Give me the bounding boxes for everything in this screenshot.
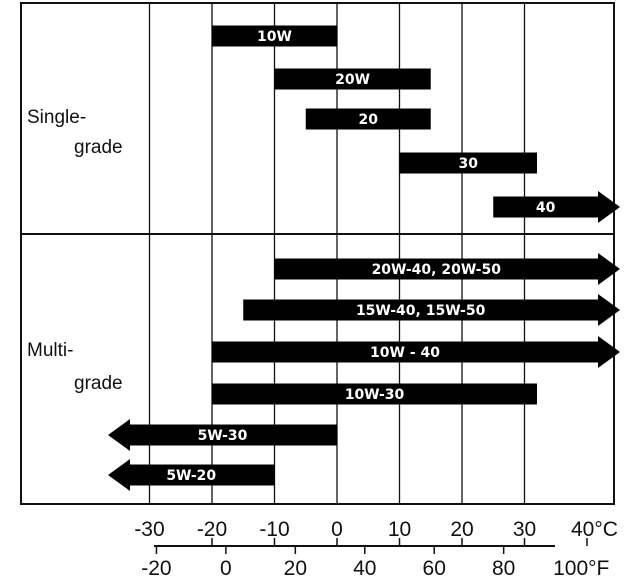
celsius-end-label: 40°C: [571, 518, 618, 541]
fahrenheit-tick-label: 20: [284, 557, 307, 580]
bar-20w-40-20w-50: [274, 253, 620, 285]
group-label-single-line1: Single-: [27, 107, 86, 128]
bar-10w-40: [212, 336, 620, 368]
celsius-tick-label: 0: [331, 518, 343, 541]
bar-40: [493, 191, 620, 223]
bar-label: 15W-40, 15W-50: [356, 303, 486, 319]
bar-10w-30: [212, 383, 537, 405]
temperature-axes: -30 -20 -10 0 10 20 30 40°C -20 0 20 40 60 80 100°F: [134, 518, 618, 580]
bars: 10W 20W 20 30 40 20W-40, 20W-50 15W-40, 15W-50…: [108, 25, 620, 491]
bar-5w-20: [108, 459, 275, 491]
bar-20: [305, 108, 431, 130]
celsius-tick-label: 20: [450, 518, 473, 541]
bar-10w: [212, 25, 337, 47]
group-label-multi-line1: Multi-: [27, 340, 73, 361]
celsius-tick-label: -10: [259, 518, 289, 541]
bar-15w-40-15w-50: [243, 294, 620, 326]
fahrenheit-tick-label: 60: [423, 557, 446, 580]
fahrenheit-end-label: 100°F: [553, 557, 609, 580]
bar-label: 40: [536, 200, 556, 216]
bar-label: 20W-40, 20W-50: [372, 262, 502, 278]
group-label-multi-line2: grade: [74, 373, 123, 394]
group-labels: Single- grade Multi- grade: [27, 107, 123, 394]
bar-label: 20: [359, 112, 379, 128]
group-label-single-line2: grade: [74, 137, 123, 158]
bar-label: 5W-30: [198, 428, 248, 444]
celsius-tick-label: -30: [134, 518, 164, 541]
bar-20w: [274, 68, 431, 90]
bar-label: 20W: [335, 72, 370, 88]
celsius-tick-label: -20: [197, 518, 227, 541]
bar-label: 5W-20: [166, 468, 216, 484]
fahrenheit-tick-label: 80: [492, 557, 515, 580]
bar-label: 10W: [257, 29, 292, 45]
bar-5w-30: [108, 419, 337, 451]
celsius-tick-label: 10: [388, 518, 411, 541]
bar-label: 10W-30: [345, 387, 405, 403]
chart-frame: [20, 2, 615, 505]
bar-label: 30: [459, 156, 479, 172]
fahrenheit-tick-label: -20: [141, 557, 171, 580]
fahrenheit-tick-label: 40: [353, 557, 376, 580]
celsius-tick-label: 30: [513, 518, 536, 541]
fahrenheit-tick-label: 0: [220, 557, 232, 580]
bar-30: [399, 152, 537, 174]
bar-label: 10W - 40: [370, 345, 440, 361]
